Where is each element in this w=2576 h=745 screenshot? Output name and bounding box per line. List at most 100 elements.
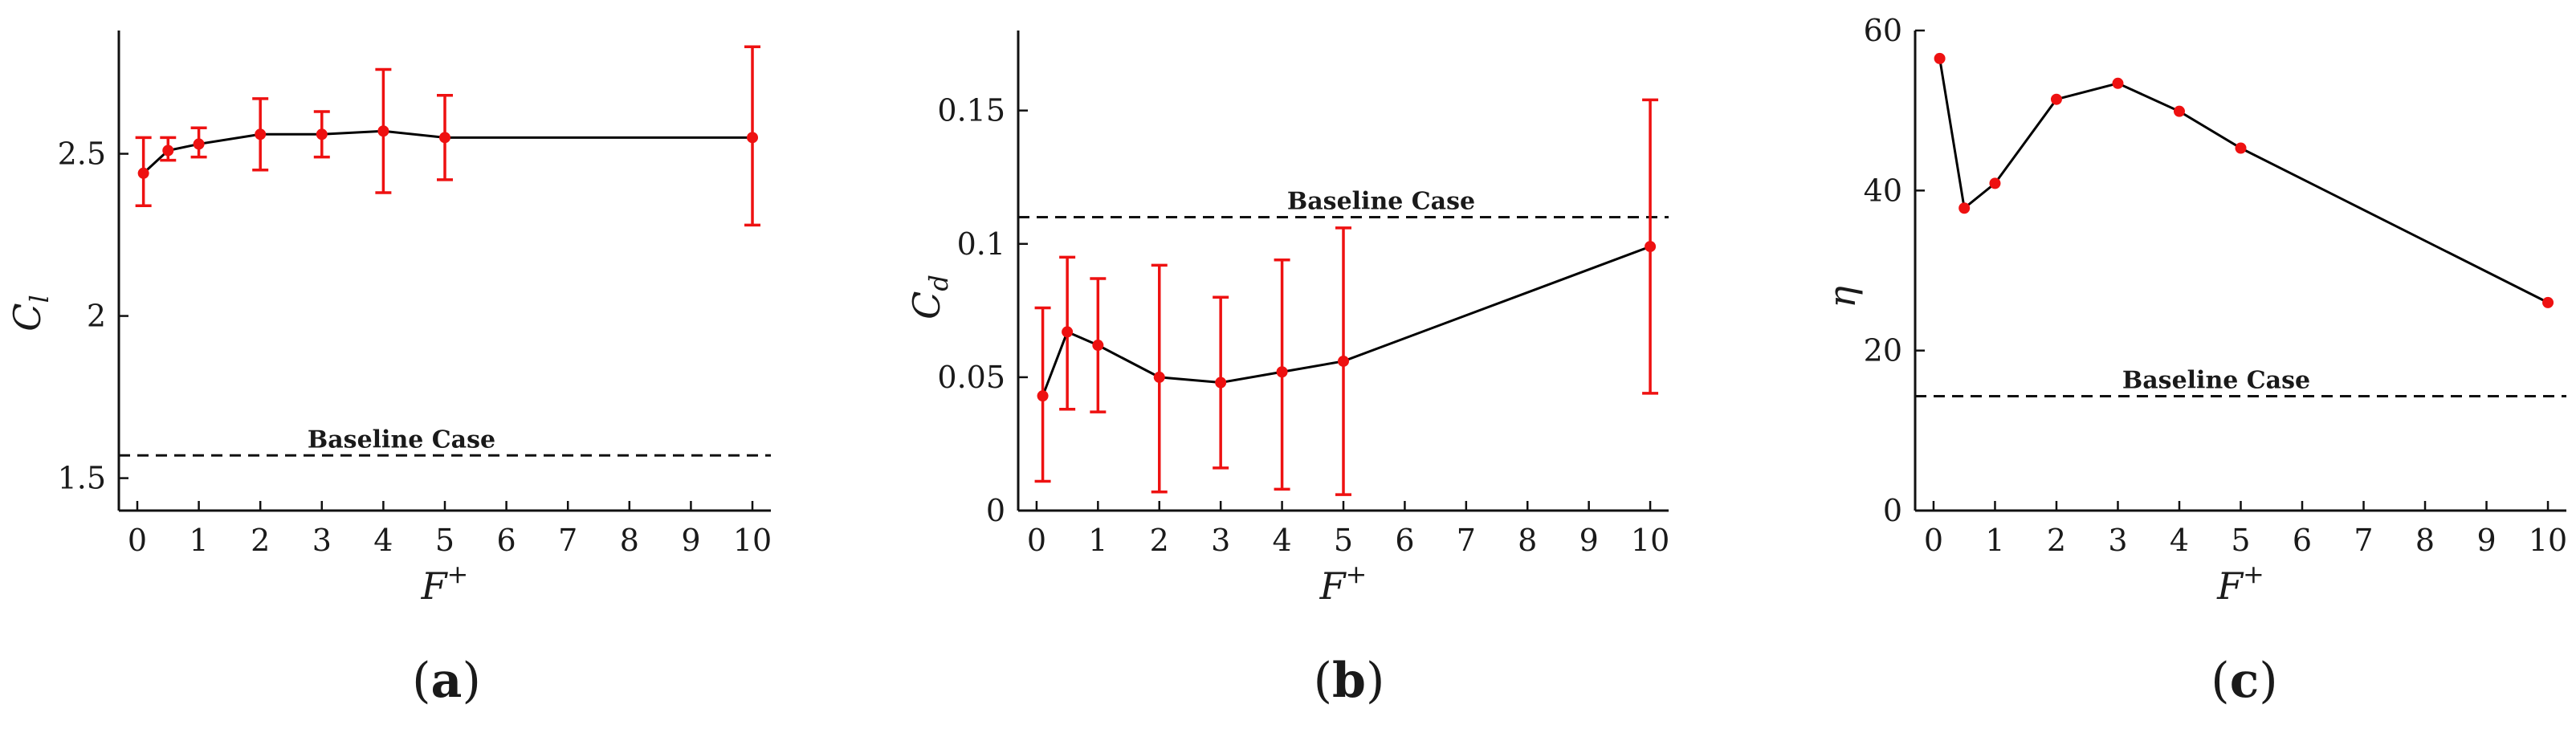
- x-axis-label-symbol: F: [421, 564, 449, 608]
- data-point: [2235, 142, 2247, 154]
- y-axis-label-symbol: C: [6, 303, 49, 332]
- data-point: [316, 128, 328, 140]
- y-axis-label: Cl: [6, 295, 55, 331]
- x-tick-label: 6: [1395, 523, 1414, 558]
- x-axis-label-superscript: +: [447, 559, 469, 589]
- y-tick-label: 0: [986, 493, 1005, 528]
- x-axis-label-symbol: F: [2216, 564, 2244, 608]
- data-point: [2173, 105, 2185, 117]
- x-tick-label: 10: [1631, 523, 1669, 558]
- data-point: [193, 138, 205, 150]
- data-point: [1276, 366, 1288, 378]
- x-tick-label: 2: [2047, 523, 2066, 558]
- x-tick-label: 1: [189, 523, 208, 558]
- panel-label-letter: c: [2230, 653, 2260, 709]
- x-tick-label: 8: [2415, 523, 2435, 558]
- y-axis-label: Cd: [905, 275, 954, 320]
- data-point: [377, 125, 389, 137]
- x-tick-label: 1: [1088, 523, 1107, 558]
- y-tick-label: 60: [1864, 13, 1902, 48]
- x-tick-label: 9: [2476, 523, 2496, 558]
- x-tick-label: 3: [312, 523, 332, 558]
- data-point: [1215, 377, 1227, 389]
- x-tick-label: 5: [2231, 523, 2250, 558]
- panel-label-close: ): [2259, 653, 2277, 709]
- x-tick-label: 3: [1211, 523, 1230, 558]
- data-point: [1092, 340, 1104, 352]
- x-axis-label-superscript: +: [2243, 559, 2264, 589]
- y-tick-label: 2.5: [58, 136, 106, 172]
- x-tick-label: 6: [497, 523, 516, 558]
- data-point: [1934, 52, 1946, 64]
- series-line: [1938, 58, 2549, 304]
- panel-label-open: (: [412, 653, 430, 709]
- data-point: [162, 145, 174, 157]
- panel-label: (c): [2211, 653, 2277, 709]
- y-tick-label: 1.5: [58, 461, 106, 496]
- x-axis-label-superscript: +: [1346, 559, 1367, 589]
- data-point: [1989, 177, 2001, 189]
- x-tick-label: 7: [558, 523, 577, 558]
- x-tick-label: 4: [373, 523, 393, 558]
- data-point: [1037, 390, 1049, 402]
- panel-label-close: ): [1366, 653, 1384, 709]
- y-axis-label: η: [1820, 286, 1864, 308]
- y-tick-label: 0.15: [937, 93, 1005, 128]
- x-tick-label: 7: [1457, 523, 1476, 558]
- data-point: [1645, 241, 1657, 253]
- data-point: [1153, 371, 1165, 383]
- y-axis-label-symbol: η: [1820, 286, 1864, 308]
- panel-label: (a): [412, 653, 481, 709]
- x-tick-label: 0: [1027, 523, 1046, 558]
- x-tick-label: 4: [2170, 523, 2189, 558]
- data-point: [747, 132, 759, 144]
- x-tick-label: 9: [681, 523, 700, 558]
- data-point: [255, 128, 267, 140]
- x-axis-label: F+: [421, 559, 469, 608]
- y-tick-label: 20: [1864, 333, 1902, 368]
- x-tick-label: 10: [2529, 523, 2567, 558]
- y-tick-label: 0.05: [937, 360, 1005, 395]
- x-tick-label: 7: [2354, 523, 2373, 558]
- x-tick-label: 0: [1924, 523, 1943, 558]
- data-point: [1338, 355, 1349, 367]
- y-axis-label-subscript: d: [923, 275, 954, 291]
- y-axis-label-subscript: l: [24, 295, 55, 303]
- x-axis-label: F+: [2216, 559, 2264, 608]
- x-tick-label: 5: [1334, 523, 1353, 558]
- data-point: [137, 167, 149, 179]
- x-axis-label-symbol: F: [1319, 564, 1347, 608]
- x-tick-label: 0: [128, 523, 147, 558]
- x-tick-label: 2: [1150, 523, 1169, 558]
- panel-label-close: ): [462, 653, 480, 709]
- x-tick-label: 3: [2108, 523, 2127, 558]
- data-point: [1958, 202, 1971, 214]
- baseline-label: Baseline Case: [1287, 188, 1475, 216]
- x-tick-label: 9: [1579, 523, 1599, 558]
- data-point: [2112, 77, 2124, 89]
- panel-label-open: (: [2211, 653, 2229, 709]
- x-tick-label: 5: [435, 523, 454, 558]
- panel-label: (b): [1314, 653, 1385, 709]
- x-tick-label: 1: [1985, 523, 2004, 558]
- y-tick-label: 0.1: [957, 226, 1005, 262]
- x-tick-label: 2: [251, 523, 270, 558]
- chart-panel-c: 0 1 2 3 4 5 6 7 8 9 10 0 20 40 60 Baseline Case η F+ (c): [1820, 13, 2567, 709]
- panel-label-letter: a: [431, 653, 463, 709]
- chart-panel-b: 0 1 2 3 4 5 6 7 8 9 10 0 0.05 0.1 0.15 Baseline Case Cd F…: [905, 31, 1669, 709]
- y-tick-label: 40: [1864, 173, 1902, 208]
- x-tick-label: 8: [1518, 523, 1537, 558]
- y-tick-label: 0: [1883, 493, 1902, 528]
- data-point: [439, 132, 450, 144]
- x-tick-label: 6: [2293, 523, 2312, 558]
- series-line: [1041, 245, 1651, 397]
- y-axis-label-symbol: C: [905, 291, 948, 320]
- data-point: [2050, 93, 2062, 105]
- x-tick-label: 4: [1272, 523, 1291, 558]
- panel-label-letter: b: [1332, 653, 1366, 709]
- chart-panel-a: 0 1 2 3 4 5 6 7 8 9 10 1.5 2 2.5 Baseline Case Cl F+ (a): [6, 31, 772, 709]
- x-tick-label: 8: [620, 523, 639, 558]
- data-point: [1062, 326, 1074, 338]
- baseline-label: Baseline Case: [2122, 366, 2310, 394]
